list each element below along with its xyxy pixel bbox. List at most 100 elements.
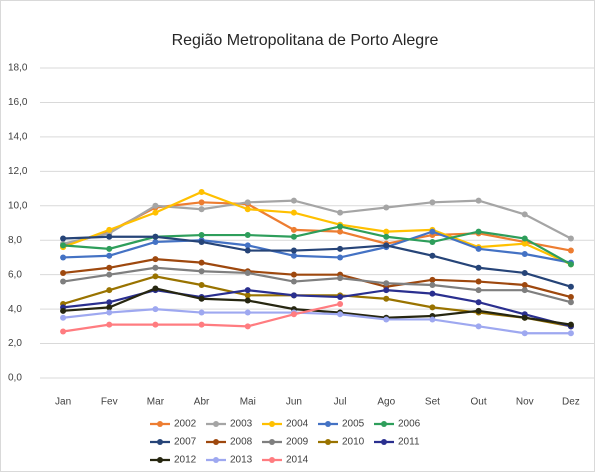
data-point <box>475 197 482 204</box>
legend-label: 2005 <box>342 419 365 430</box>
data-point <box>244 247 251 254</box>
data-point <box>567 235 574 242</box>
data-point <box>337 228 344 235</box>
data-point <box>567 330 574 337</box>
series-line <box>63 230 572 264</box>
legend-marker <box>381 421 387 427</box>
data-point <box>152 321 159 328</box>
x-tick-label: Set <box>425 397 440 408</box>
x-tick-label: Out <box>471 397 487 408</box>
data-point <box>429 252 436 259</box>
data-point <box>244 232 251 239</box>
data-point <box>337 209 344 216</box>
data-point <box>244 199 251 206</box>
data-point <box>152 273 159 280</box>
data-point <box>198 268 205 275</box>
x-tick-label: Dez <box>562 397 580 408</box>
data-point <box>429 304 436 311</box>
legend-marker <box>157 421 163 427</box>
data-point <box>152 233 159 240</box>
data-point <box>521 211 528 218</box>
data-point <box>60 314 67 321</box>
legend-marker <box>269 439 275 445</box>
legend-marker <box>269 457 275 463</box>
data-point <box>152 306 159 313</box>
data-point <box>152 202 159 209</box>
data-point <box>60 328 67 335</box>
series-line <box>63 287 572 326</box>
legend-marker <box>269 421 275 427</box>
data-point <box>244 242 251 249</box>
data-point <box>198 259 205 266</box>
series-line <box>62 199 572 245</box>
data-point <box>290 252 297 259</box>
data-point <box>244 287 251 294</box>
data-point <box>475 228 482 235</box>
series-line <box>62 258 572 299</box>
data-point <box>567 299 574 306</box>
data-point <box>106 226 113 233</box>
data-point <box>383 228 390 235</box>
data-point <box>290 233 297 240</box>
x-tick-label: Ago <box>377 397 395 408</box>
data-point <box>198 199 205 206</box>
legend-marker <box>213 439 219 445</box>
data-point <box>521 269 528 276</box>
y-tick-label: 8,0 <box>8 235 22 246</box>
legend-label: 2008 <box>230 437 253 448</box>
data-point <box>198 282 205 288</box>
data-point <box>106 245 113 252</box>
data-point <box>152 238 159 245</box>
data-point <box>429 276 436 283</box>
data-point <box>521 330 528 337</box>
data-point <box>244 323 251 330</box>
legend-label: 2002 <box>174 419 197 430</box>
legend-label: 2003 <box>230 419 253 430</box>
data-point <box>475 264 482 271</box>
data-point <box>290 226 297 233</box>
series-line <box>63 235 572 288</box>
data-point <box>290 247 297 254</box>
data-point <box>521 287 528 294</box>
y-tick-label: 2,0 <box>8 338 22 349</box>
data-point <box>198 295 205 302</box>
data-point <box>60 278 67 285</box>
series-line <box>63 225 572 266</box>
legend-label: 2006 <box>398 419 421 430</box>
data-point <box>383 233 390 240</box>
y-tick-label: 10,0 <box>8 200 28 211</box>
y-tick-label: 16,0 <box>8 97 28 108</box>
data-point <box>521 240 528 247</box>
data-point <box>337 254 344 261</box>
data-point <box>429 238 436 245</box>
data-point <box>337 294 344 301</box>
data-point <box>567 283 574 290</box>
y-tick-label: 18,0 <box>8 63 28 74</box>
data-point <box>198 232 205 239</box>
data-point <box>383 316 390 323</box>
data-point <box>290 271 297 278</box>
chart-title: Região Metropolitana de Porto Alegre <box>172 32 439 49</box>
legend-marker <box>157 457 163 463</box>
data-point <box>337 223 344 230</box>
data-point <box>337 311 344 318</box>
data-point <box>290 278 297 285</box>
data-point <box>60 235 67 242</box>
data-point <box>198 321 205 328</box>
data-point <box>383 287 390 294</box>
data-point <box>429 316 436 323</box>
data-point <box>475 278 482 285</box>
legend-marker <box>325 421 331 427</box>
data-point <box>383 295 390 302</box>
data-point <box>244 269 251 276</box>
data-point <box>475 287 482 294</box>
x-tick-label: Jan <box>55 397 71 408</box>
series-line <box>62 308 571 335</box>
x-tick-label: Fev <box>101 397 118 408</box>
data-point <box>475 299 482 306</box>
data-point <box>106 287 113 294</box>
data-point <box>198 189 205 195</box>
data-point <box>244 309 251 316</box>
